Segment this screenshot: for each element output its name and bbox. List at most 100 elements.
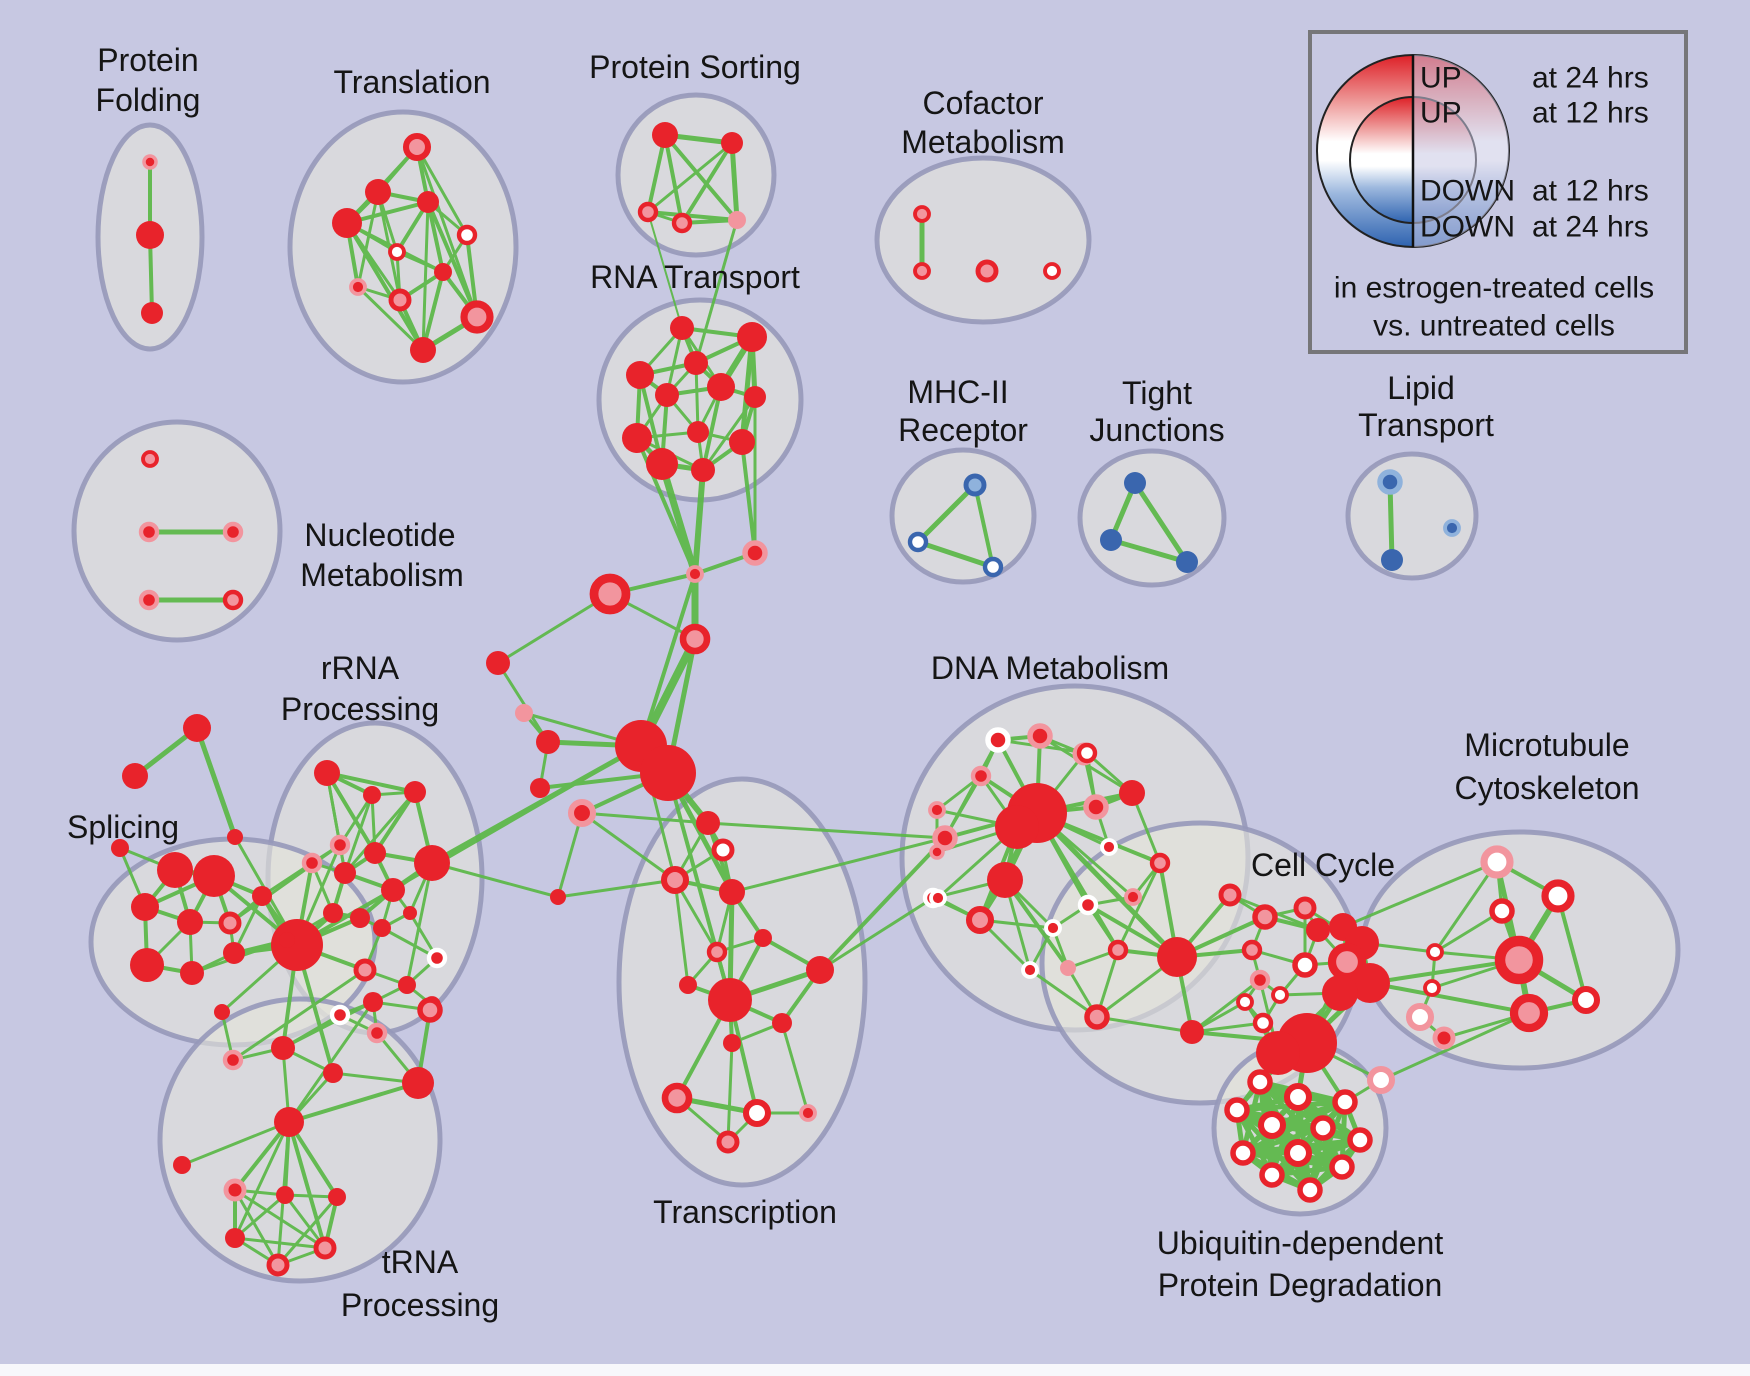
gene-node[interactable] — [929, 844, 945, 860]
gene-node[interactable] — [332, 208, 362, 238]
gene-node[interactable] — [799, 1104, 817, 1122]
gene-node[interactable] — [225, 1228, 245, 1248]
gene-node[interactable] — [131, 893, 159, 921]
gene-node[interactable] — [323, 903, 343, 923]
gene-node[interactable] — [1149, 852, 1171, 874]
gene-node[interactable] — [671, 212, 693, 234]
gene-node[interactable] — [460, 300, 494, 334]
gene-node[interactable] — [1322, 975, 1358, 1011]
gene-node[interactable] — [266, 1253, 290, 1277]
gene-node[interactable] — [1366, 1065, 1396, 1095]
gene-node[interactable] — [754, 929, 772, 947]
gene-node[interactable] — [932, 825, 958, 851]
gene-node[interactable] — [1124, 472, 1146, 494]
gene-node[interactable] — [364, 842, 386, 864]
gene-node[interactable] — [177, 909, 203, 935]
gene-node[interactable] — [589, 573, 631, 615]
gene-node[interactable] — [1241, 939, 1263, 961]
gene-node[interactable] — [1259, 1162, 1285, 1188]
gene-node[interactable] — [334, 862, 356, 884]
gene-node[interactable] — [1256, 1031, 1300, 1075]
gene-node[interactable] — [252, 886, 272, 906]
gene-node[interactable] — [222, 1049, 244, 1071]
gene-node[interactable] — [373, 919, 391, 937]
gene-node[interactable] — [279, 932, 295, 948]
gene-node[interactable] — [1043, 262, 1061, 280]
gene-node[interactable] — [1157, 937, 1197, 977]
gene-node[interactable] — [716, 1130, 740, 1154]
gene-node[interactable] — [806, 956, 834, 984]
gene-node[interactable] — [1283, 1082, 1313, 1112]
gene-node[interactable] — [366, 1022, 388, 1044]
gene-node[interactable] — [1252, 1012, 1274, 1034]
gene-node[interactable] — [142, 154, 158, 170]
gene-node[interactable] — [193, 855, 235, 897]
gene-node[interactable] — [218, 911, 242, 935]
gene-node[interactable] — [183, 714, 211, 742]
gene-node[interactable] — [1494, 935, 1544, 985]
gene-node[interactable] — [536, 730, 560, 754]
gene-node[interactable] — [141, 302, 163, 324]
gene-node[interactable] — [1224, 1097, 1250, 1123]
gene-node[interactable] — [660, 865, 690, 895]
gene-node[interactable] — [515, 704, 533, 722]
gene-node[interactable] — [970, 765, 992, 787]
gene-node[interactable] — [772, 1013, 792, 1033]
gene-node[interactable] — [652, 122, 678, 148]
gene-node[interactable] — [1509, 993, 1549, 1033]
gene-node[interactable] — [622, 423, 652, 453]
gene-node[interactable] — [982, 556, 1004, 578]
gene-node[interactable] — [328, 1188, 346, 1206]
gene-node[interactable] — [1107, 939, 1129, 961]
gene-node[interactable] — [723, 1034, 741, 1052]
gene-node[interactable] — [987, 862, 1023, 898]
gene-node[interactable] — [729, 429, 755, 455]
gene-node[interactable] — [721, 132, 743, 154]
gene-node[interactable] — [1077, 894, 1099, 916]
gene-node[interactable] — [456, 224, 478, 246]
gene-node[interactable] — [907, 531, 929, 553]
gene-node[interactable] — [1100, 838, 1118, 856]
gene-node[interactable] — [417, 191, 439, 213]
gene-node[interactable] — [655, 383, 679, 407]
gene-node[interactable] — [1571, 985, 1601, 1015]
gene-node[interactable] — [1076, 742, 1098, 764]
gene-node[interactable] — [1426, 943, 1444, 961]
gene-node[interactable] — [227, 829, 243, 845]
gene-node[interactable] — [350, 908, 370, 928]
gene-node[interactable] — [1310, 1115, 1336, 1141]
gene-node[interactable] — [136, 221, 164, 249]
gene-node[interactable] — [679, 976, 697, 994]
gene-node[interactable] — [301, 852, 323, 874]
gene-node[interactable] — [1432, 1026, 1456, 1050]
gene-node[interactable] — [1249, 969, 1271, 991]
gene-node[interactable] — [363, 786, 381, 804]
gene-node[interactable] — [141, 450, 159, 468]
gene-node[interactable] — [180, 961, 204, 985]
gene-node[interactable] — [1083, 794, 1109, 820]
gene-node[interactable] — [737, 322, 767, 352]
gene-node[interactable] — [646, 448, 678, 480]
gene-node[interactable] — [402, 1067, 434, 1099]
gene-node[interactable] — [1021, 961, 1039, 979]
gene-node[interactable] — [223, 1178, 247, 1202]
gene-node[interactable] — [271, 919, 323, 971]
gene-node[interactable] — [661, 1082, 693, 1114]
gene-node[interactable] — [138, 521, 160, 543]
gene-node[interactable] — [696, 811, 720, 835]
gene-node[interactable] — [274, 1107, 304, 1137]
gene-node[interactable] — [975, 259, 999, 283]
gene-node[interactable] — [1084, 1004, 1110, 1030]
gene-node[interactable] — [1252, 904, 1278, 930]
gene-node[interactable] — [1332, 1089, 1358, 1115]
gene-node[interactable] — [686, 565, 704, 583]
gene-node[interactable] — [929, 889, 947, 907]
gene-node[interactable] — [567, 798, 597, 828]
gene-node[interactable] — [1480, 845, 1514, 879]
gene-node[interactable] — [349, 278, 367, 296]
gene-node[interactable] — [719, 879, 745, 905]
gene-node[interactable] — [1247, 1069, 1273, 1095]
gene-node[interactable] — [691, 458, 715, 482]
gene-node[interactable] — [410, 337, 436, 363]
gene-node[interactable] — [363, 992, 383, 1012]
